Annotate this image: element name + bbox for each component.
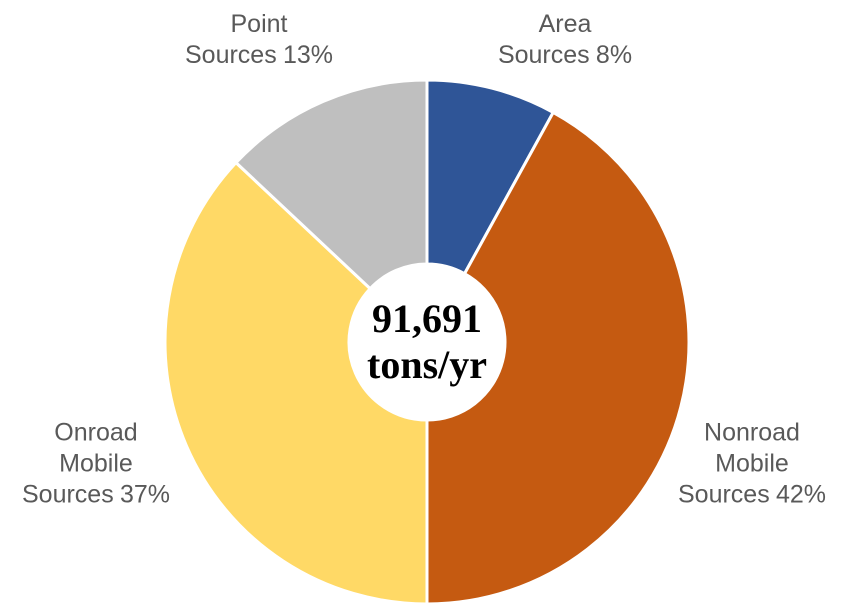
donut-slice [163, 160, 429, 606]
slice-value-label: 8% [595, 41, 633, 69]
slice-value-label: 37% [119, 480, 171, 509]
slice-label: Area Sources 8% [498, 9, 632, 71]
center-label: 91,691 tons/yr [367, 296, 487, 387]
slice-label: Onroad Mobile Sources 37% [22, 418, 170, 511]
donut-slice [425, 110, 691, 606]
slice-value-label: 42% [775, 480, 827, 509]
donut-slice [233, 78, 429, 291]
slice-label: Point Sources 13% [185, 9, 333, 71]
slice-value-label: 13% [282, 41, 334, 69]
slice-category: Point Sources [184, 10, 288, 69]
slice-category: Nonroad Mobile Sources [677, 418, 800, 509]
slice-label: Nonroad Mobile Sources 42% [678, 418, 826, 511]
slice-category: Area Sources [497, 10, 592, 69]
donut-hole [350, 265, 504, 419]
slice-category: Onroad Mobile Sources [21, 418, 138, 509]
